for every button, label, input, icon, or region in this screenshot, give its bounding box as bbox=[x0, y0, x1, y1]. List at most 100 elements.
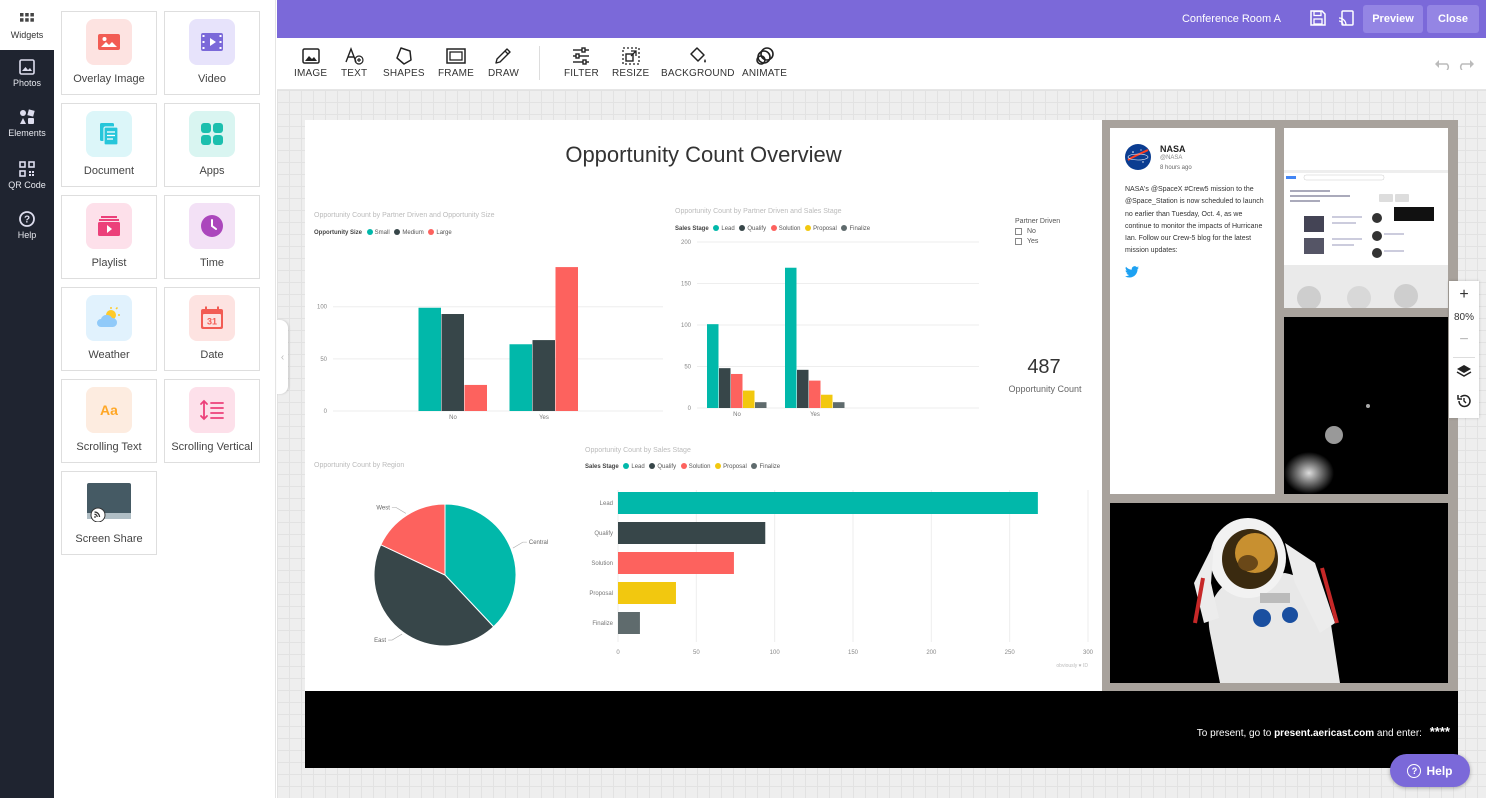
legend-entry: Qualify bbox=[657, 464, 677, 470]
x-tick-label: Yes bbox=[810, 412, 820, 418]
widget-label: Time bbox=[199, 257, 225, 269]
tool-label: FRAME bbox=[438, 68, 474, 79]
zoom-out-button[interactable]: − bbox=[1449, 331, 1479, 349]
legend-swatch bbox=[680, 463, 687, 469]
widget-screen-share[interactable]: Screen Share bbox=[61, 471, 157, 555]
twitter-widget[interactable]: NASA @NASA 8 hours ago NASA's @SpaceX #C… bbox=[1110, 128, 1275, 494]
frame-icon bbox=[446, 48, 466, 64]
zoom-in-button[interactable]: + bbox=[1449, 286, 1479, 304]
slide[interactable]: Opportunity Count Overview Opportunity C… bbox=[305, 120, 1458, 768]
bar bbox=[618, 552, 734, 574]
legend-entry: Large bbox=[436, 230, 452, 236]
x-tick-label: 150 bbox=[848, 650, 859, 656]
widget-date[interactable]: 31 Date bbox=[164, 287, 260, 371]
tool-filter[interactable]: FILTER bbox=[564, 46, 599, 79]
widget-label: Video bbox=[198, 73, 226, 85]
help-circle-icon: ? bbox=[1407, 763, 1422, 778]
bar bbox=[509, 344, 532, 411]
pie-slice bbox=[373, 544, 495, 647]
tool-animate[interactable]: ANIMATE bbox=[742, 46, 787, 79]
widget-label: Weather bbox=[88, 349, 130, 361]
partner-driven-filter: Partner Driven No Yes bbox=[1015, 218, 1060, 245]
legend-entry: Lead bbox=[721, 226, 735, 232]
widget-scrolling-vertical[interactable]: Scrolling Vertical bbox=[164, 379, 260, 463]
legend-swatch bbox=[805, 225, 812, 231]
help-button[interactable]: ? Help bbox=[1390, 754, 1470, 787]
legend-entry: Finalize bbox=[759, 464, 781, 470]
rail-item-help[interactable]: ? Help bbox=[0, 210, 54, 240]
checkbox[interactable] bbox=[1015, 238, 1022, 245]
legend-entry: Proposal bbox=[813, 226, 837, 232]
redo-icon[interactable] bbox=[1457, 58, 1475, 70]
y-tick-label: Proposal bbox=[589, 591, 613, 597]
widget-apps[interactable]: Apps bbox=[164, 103, 260, 187]
tool-draw[interactable]: DRAW bbox=[488, 46, 519, 79]
apps-icon bbox=[189, 111, 235, 157]
widget-video[interactable]: Video bbox=[164, 11, 260, 95]
zoom-controls: + 80% − bbox=[1449, 281, 1479, 418]
x-tick-label: No bbox=[449, 415, 457, 421]
svg-text:31: 31 bbox=[207, 317, 217, 327]
tool-frame[interactable]: FRAME bbox=[438, 46, 474, 79]
tool-shapes[interactable]: SHAPES bbox=[383, 46, 425, 79]
y-tick-label: Solution bbox=[591, 561, 613, 567]
widget-playlist[interactable]: Playlist bbox=[61, 195, 157, 279]
legend-title: Sales Stage bbox=[585, 464, 619, 470]
bar bbox=[618, 612, 640, 634]
close-button[interactable]: Close bbox=[1427, 5, 1479, 33]
save-icon[interactable] bbox=[1309, 9, 1327, 27]
widget-label: Screen Share bbox=[75, 533, 143, 545]
photo-icon bbox=[19, 59, 35, 75]
cast-icon[interactable] bbox=[1338, 9, 1356, 27]
filter-option-label: Yes bbox=[1027, 238, 1039, 245]
filter-icon bbox=[573, 47, 590, 65]
present-banner: To present, go to present.aericast.com a… bbox=[305, 691, 1458, 768]
rail-item-qr-code[interactable]: QR Code bbox=[0, 160, 54, 190]
sales-stage-partner-chart: 0 50 100 150 200 No Yes bbox=[681, 240, 979, 418]
widget-scrolling-text[interactable]: Aa Scrolling Text bbox=[61, 379, 157, 463]
widget-weather[interactable]: Weather bbox=[61, 287, 157, 371]
bar bbox=[821, 394, 833, 408]
pencil-icon bbox=[495, 48, 512, 64]
bar bbox=[785, 267, 797, 408]
widget-document[interactable]: Document bbox=[61, 103, 157, 187]
space-dark-image bbox=[1284, 317, 1448, 494]
bar bbox=[833, 402, 845, 408]
elements-icon bbox=[20, 109, 35, 124]
widget-time[interactable]: Time bbox=[164, 195, 260, 279]
rail-label: Help bbox=[17, 230, 37, 240]
x-tick-label: 100 bbox=[770, 650, 781, 656]
undo-icon[interactable] bbox=[1434, 58, 1452, 70]
bar bbox=[532, 340, 555, 411]
checkbox[interactable] bbox=[1015, 228, 1022, 235]
y-tick-label: 50 bbox=[684, 365, 691, 371]
tool-background[interactable]: BACKGROUND bbox=[661, 46, 735, 79]
chart-title: Opportunity Count by Partner Driven and … bbox=[675, 208, 842, 215]
overlay-image-icon bbox=[86, 19, 132, 65]
widget-overlay-image[interactable]: Overlay Image bbox=[61, 11, 157, 95]
tool-label: SHAPES bbox=[383, 68, 425, 79]
preview-button[interactable]: Preview bbox=[1363, 5, 1423, 33]
pie-label: East bbox=[374, 638, 386, 644]
calendar-icon: 31 bbox=[189, 295, 235, 341]
layers-icon[interactable] bbox=[1456, 363, 1472, 379]
filter-option-yes[interactable]: Yes bbox=[1015, 238, 1060, 245]
history-icon[interactable] bbox=[1456, 393, 1472, 409]
rail-item-photos[interactable]: Photos bbox=[0, 58, 54, 88]
tool-resize[interactable]: RESIZE bbox=[612, 46, 649, 79]
panel-collapse-handle[interactable]: ‹ bbox=[277, 320, 288, 394]
tool-text[interactable]: TEXT bbox=[341, 46, 367, 79]
legend-swatch bbox=[841, 225, 848, 231]
clock-icon bbox=[189, 203, 235, 249]
widget-panel: Overlay Image Video Document Apps Playli… bbox=[54, 0, 276, 798]
tool-image[interactable]: IMAGE bbox=[294, 46, 327, 79]
rail-item-widgets[interactable]: Widgets bbox=[0, 0, 54, 50]
chart-legend: Sales Stage Lead Qualify Solution Propos… bbox=[675, 225, 870, 232]
bar bbox=[755, 402, 767, 408]
legend-swatch bbox=[428, 229, 435, 235]
twitter-bird-icon bbox=[1125, 266, 1139, 278]
legend-swatch bbox=[739, 225, 746, 231]
rail-item-elements[interactable]: Elements bbox=[0, 108, 54, 138]
filter-option-no[interactable]: No bbox=[1015, 228, 1060, 235]
tool-label: IMAGE bbox=[294, 68, 328, 79]
